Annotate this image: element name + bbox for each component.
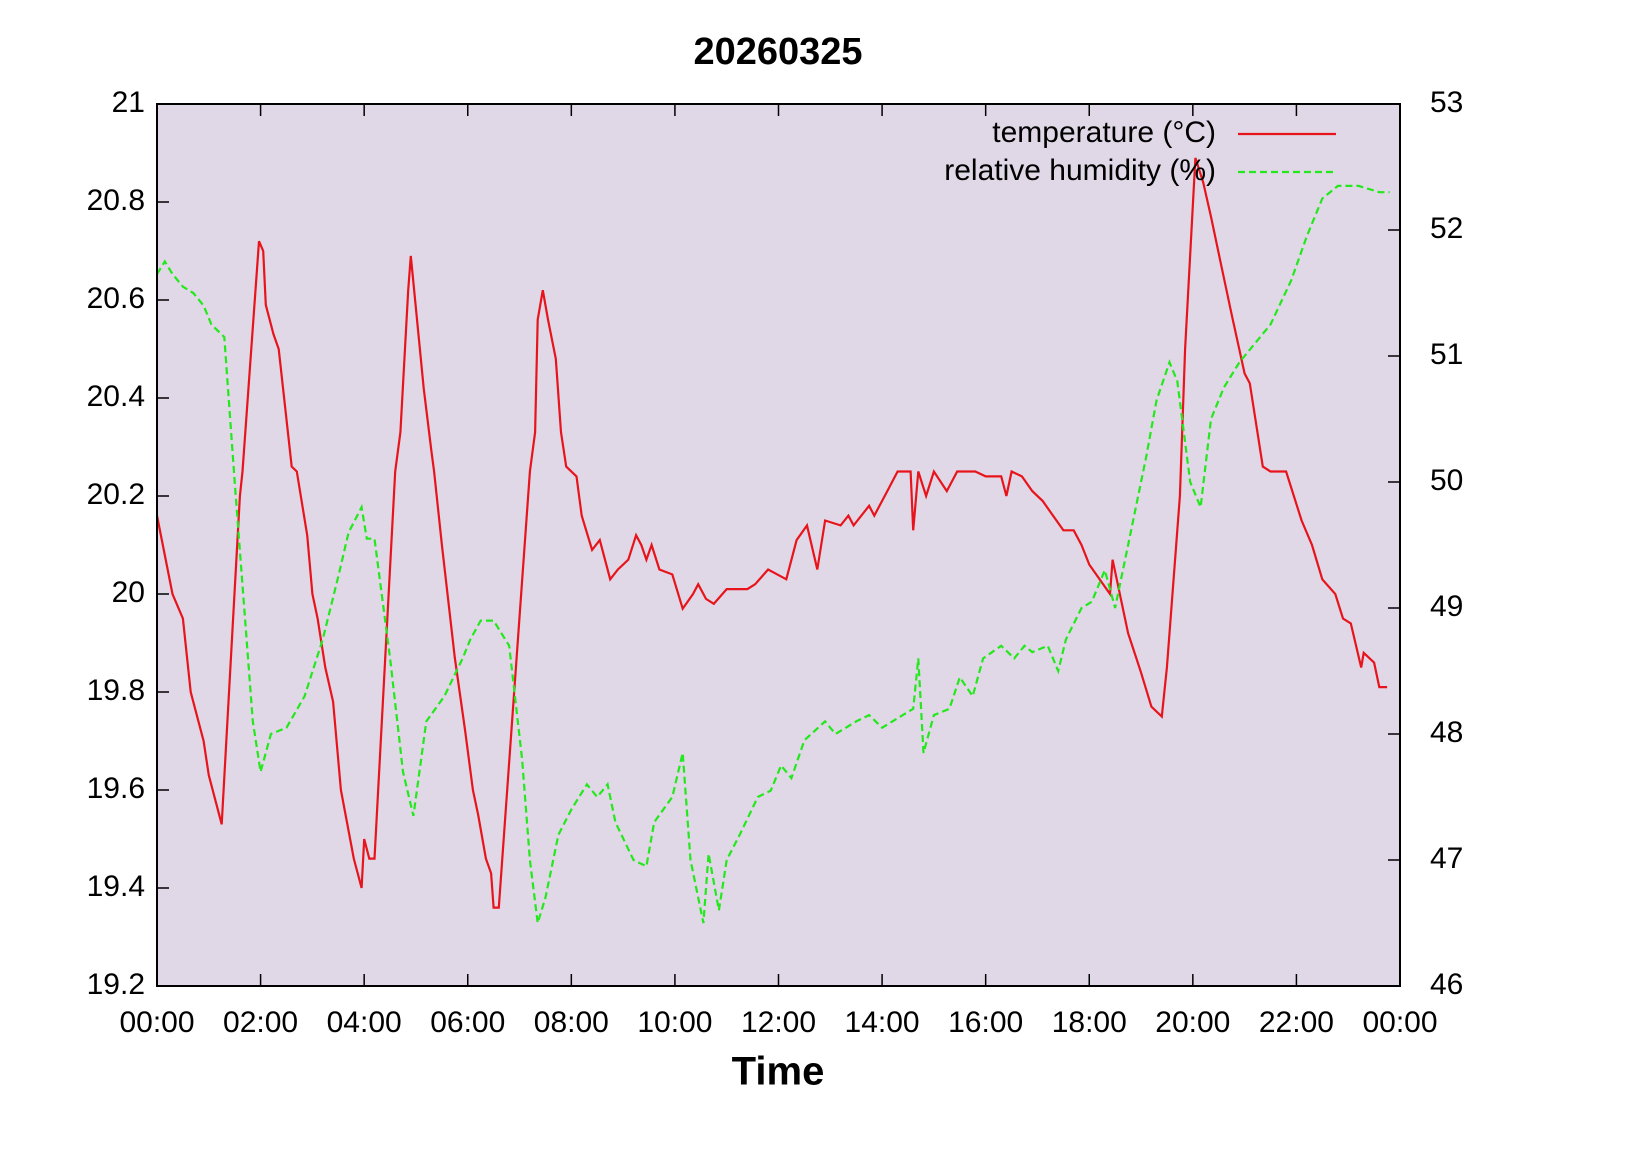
- x-tick-label: 00:00: [1362, 1006, 1437, 1039]
- y-tick-label: 20.2: [87, 478, 145, 511]
- x-tick-label: 06:00: [430, 1006, 505, 1039]
- y-tick-label: 19.8: [87, 674, 145, 707]
- x-tick-label: 12:00: [741, 1006, 816, 1039]
- legend-label: relative humidity (%): [944, 154, 1216, 187]
- y-tick-label: 19.2: [87, 968, 145, 1001]
- x-tick-label: 20:00: [1155, 1006, 1230, 1039]
- y-tick-label: 20.6: [87, 282, 145, 315]
- x-tick-label: 14:00: [845, 1006, 920, 1039]
- y2-tick-label: 50: [1430, 464, 1463, 497]
- x-tick-label: 04:00: [327, 1006, 402, 1039]
- plot-area: [157, 104, 1400, 986]
- chart-title: 20260325: [693, 31, 862, 73]
- x-tick-label: 18:00: [1052, 1006, 1127, 1039]
- y2-tick-label: 47: [1430, 842, 1463, 875]
- x-tick-label: 00:00: [119, 1006, 194, 1039]
- y-tick-label: 19.4: [87, 870, 145, 903]
- x-axis-label: Time: [732, 1050, 825, 1094]
- plot-frame: [156, 103, 1401, 987]
- y-tick-label: 19.6: [87, 772, 145, 805]
- legend-label: temperature (°C): [992, 116, 1216, 149]
- x-tick-label: 08:00: [534, 1006, 609, 1039]
- y-tick-label: 20.4: [87, 380, 145, 413]
- y2-tick-label: 48: [1430, 716, 1463, 749]
- x-tick-label: 16:00: [948, 1006, 1023, 1039]
- x-tick-label: 02:00: [223, 1006, 298, 1039]
- y-tick-label: 21: [112, 86, 145, 119]
- y2-tick-label: 52: [1430, 212, 1463, 245]
- y-tick-label: 20.8: [87, 184, 145, 217]
- x-tick-label: 10:00: [637, 1006, 712, 1039]
- y2-tick-label: 51: [1430, 338, 1463, 371]
- series-line: [155, 157, 1388, 909]
- x-tick-label: 22:00: [1259, 1006, 1334, 1039]
- y2-tick-label: 46: [1430, 968, 1463, 1001]
- series-line: [156, 184, 1390, 924]
- y2-tick-label: 53: [1430, 86, 1463, 119]
- y2-tick-label: 49: [1430, 590, 1463, 623]
- y-tick-label: 20: [112, 576, 145, 609]
